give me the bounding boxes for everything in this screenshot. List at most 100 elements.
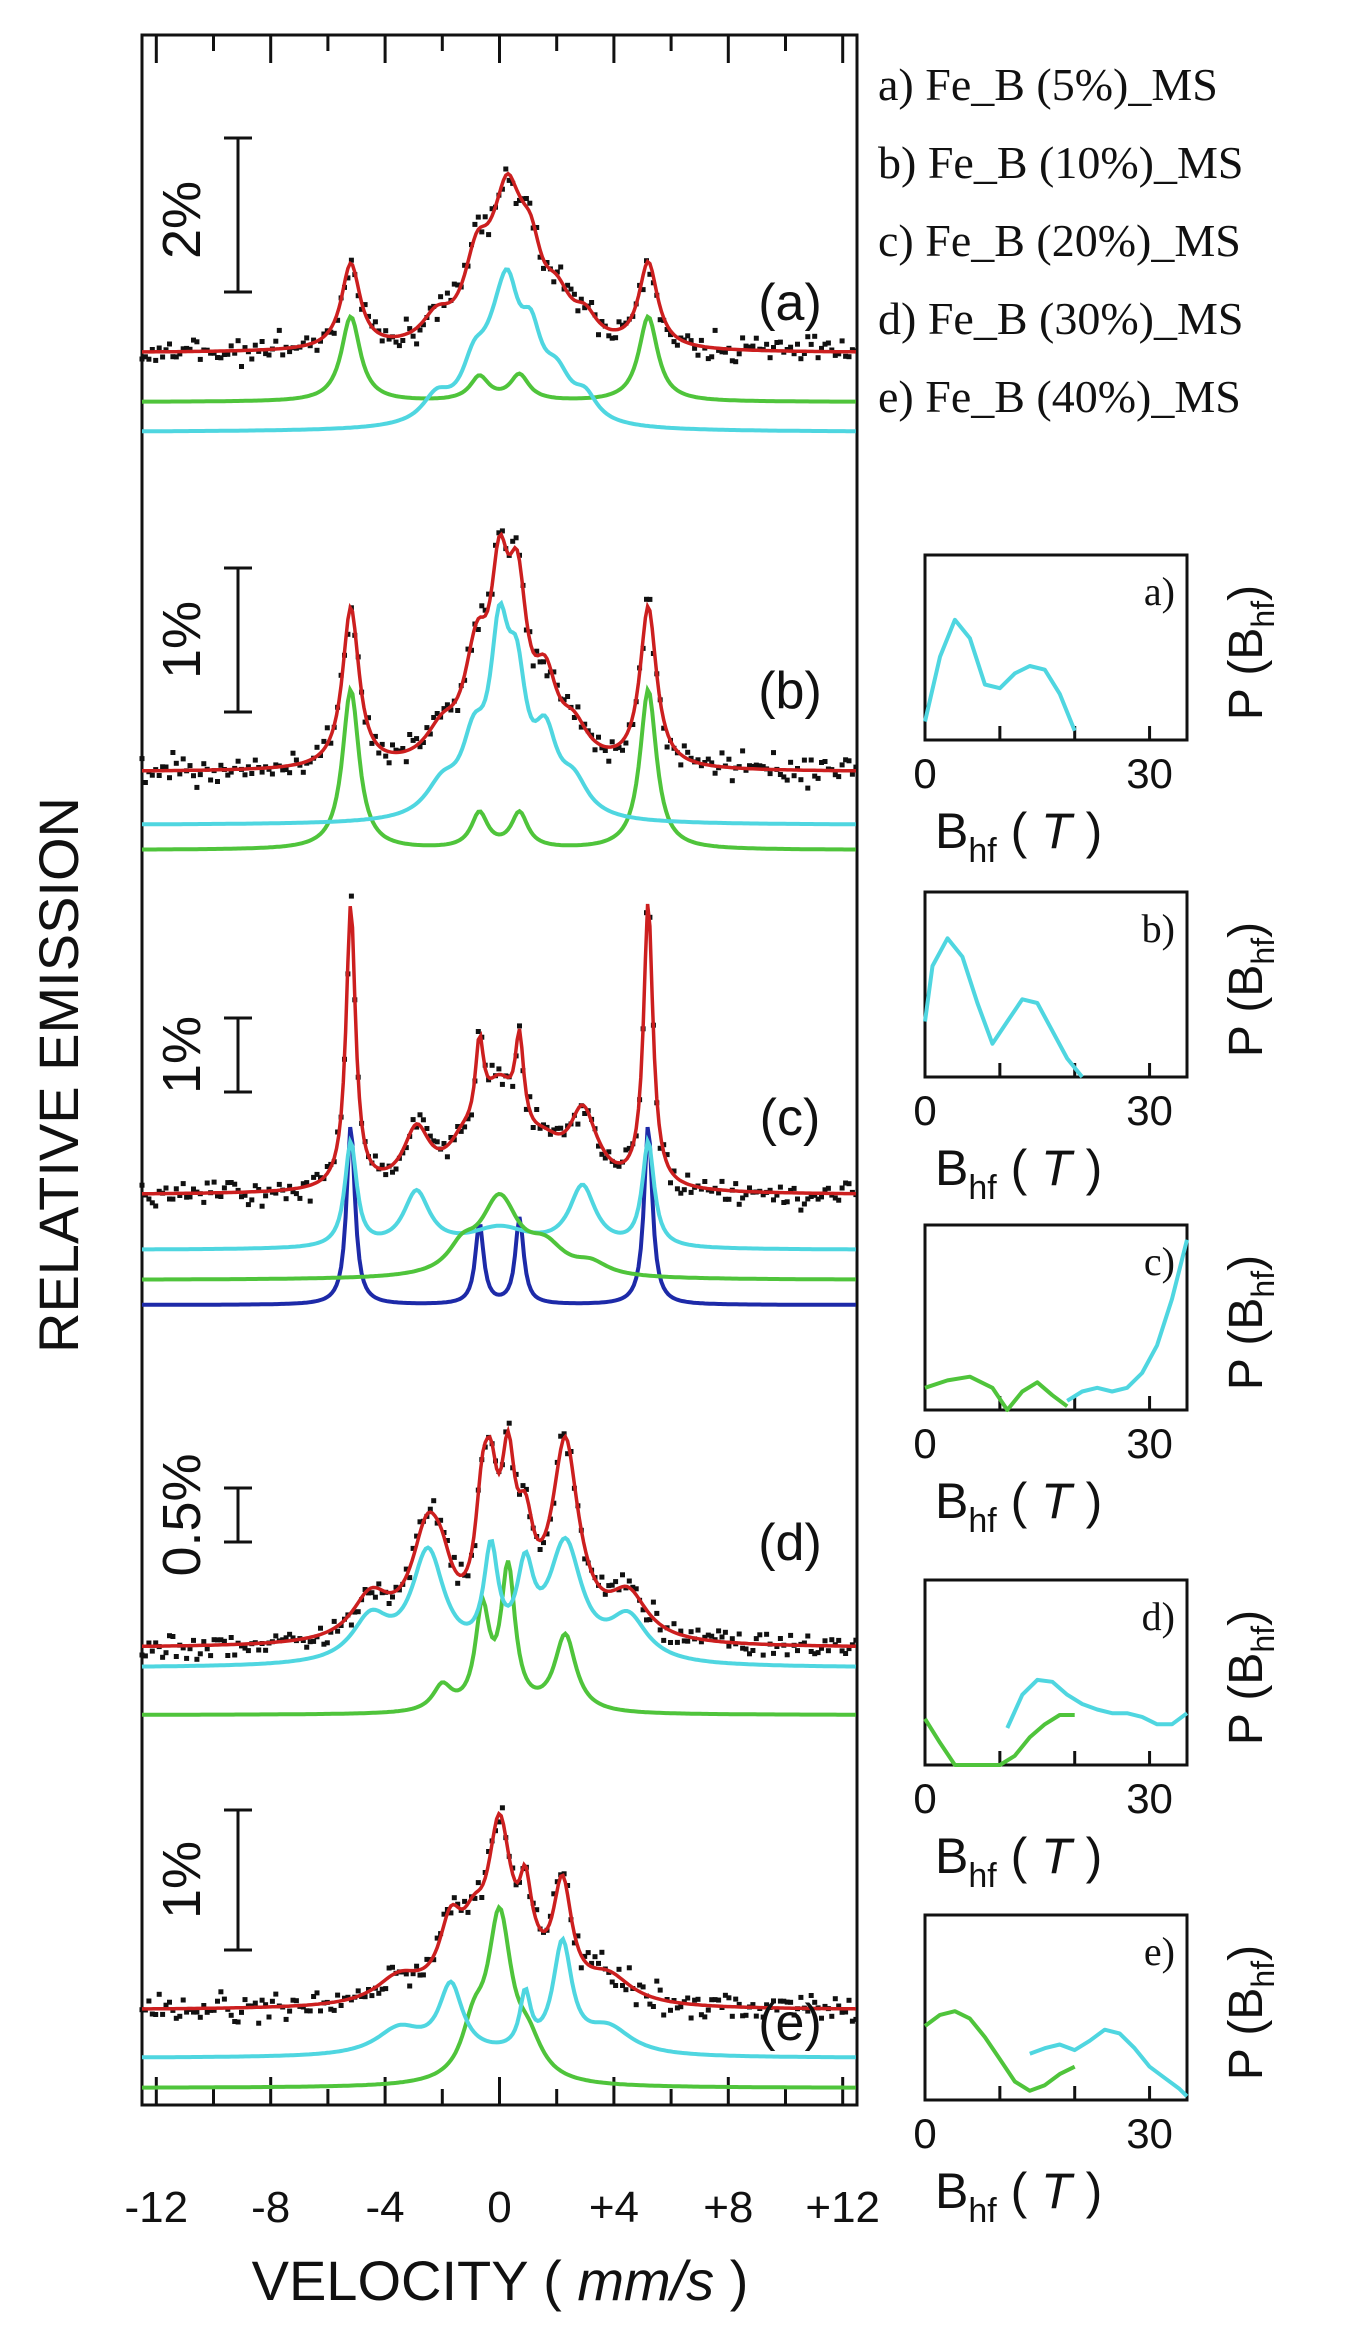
data-point — [729, 358, 735, 364]
data-point — [211, 350, 217, 356]
inset-y-label-close: ) — [1220, 1945, 1273, 1961]
data-point — [637, 1982, 643, 1988]
data-point — [685, 1995, 691, 2001]
data-point — [664, 327, 670, 332]
data-point — [232, 1652, 238, 1658]
data-point — [753, 762, 759, 768]
data-point — [819, 345, 824, 351]
data-point — [475, 214, 481, 220]
data-point — [544, 260, 550, 265]
data-point — [822, 1187, 828, 1193]
data-point — [537, 659, 543, 665]
data-point — [729, 778, 735, 784]
data-point — [410, 333, 416, 339]
data-point — [750, 343, 756, 349]
data-point — [561, 1132, 567, 1138]
data-point — [551, 279, 557, 285]
data-point — [698, 2012, 704, 2018]
data-point — [578, 296, 584, 302]
data-point — [626, 1145, 632, 1151]
data-point — [767, 1187, 773, 1193]
data-point — [173, 760, 179, 766]
data-point — [146, 1196, 152, 1202]
data-point — [438, 294, 444, 300]
data-point — [616, 745, 622, 751]
data-point — [688, 2015, 694, 2021]
data-point — [544, 1531, 550, 1537]
data-point — [259, 339, 265, 344]
data-point — [661, 725, 667, 731]
data-point — [791, 351, 797, 357]
data-point — [613, 1162, 619, 1168]
inset-x-label-main: B — [935, 803, 968, 859]
fit-curve — [142, 171, 856, 354]
data-point — [795, 1196, 800, 1202]
data-point — [417, 1519, 423, 1525]
data-point — [575, 704, 581, 710]
data-point — [146, 1640, 152, 1646]
data-point — [613, 1983, 619, 1988]
data-point — [242, 1192, 248, 1198]
component-curve — [142, 684, 856, 852]
data-point — [554, 682, 560, 688]
data-point — [300, 769, 306, 775]
data-point — [448, 707, 454, 713]
data-point — [534, 1907, 540, 1913]
data-point — [571, 1940, 577, 1946]
inset-y-label-sub: hf — [1245, 1271, 1281, 1298]
data-point — [812, 773, 818, 779]
data-point — [671, 1168, 677, 1174]
data-point — [750, 1648, 756, 1653]
data-point — [149, 772, 155, 778]
data-point — [191, 2009, 196, 2015]
data-point — [479, 229, 485, 235]
data-point — [513, 201, 519, 206]
data-point — [403, 759, 409, 765]
data-point — [232, 1181, 238, 1187]
data-point — [273, 338, 279, 344]
data-point — [843, 1180, 849, 1186]
data-point — [767, 771, 773, 777]
data-point — [544, 673, 550, 679]
data-point — [163, 347, 169, 353]
data-point — [698, 1639, 704, 1645]
data-point — [503, 1429, 509, 1435]
spectrum-panel: 1% (c) — [139, 893, 859, 1307]
data-point — [180, 1997, 186, 2003]
data-point — [499, 1805, 505, 1811]
data-point — [846, 354, 852, 360]
data-point — [729, 1636, 735, 1642]
inset-curve — [1066, 1239, 1189, 1403]
data-point — [633, 1586, 639, 1592]
data-point — [805, 1633, 811, 1639]
data-point — [722, 349, 728, 355]
data-point — [606, 758, 612, 764]
data-point — [685, 749, 691, 755]
data-point — [280, 352, 286, 358]
data-point — [709, 760, 715, 766]
data-point — [644, 1617, 649, 1623]
data-point — [812, 1999, 818, 2005]
data-point — [245, 1648, 251, 1654]
data-point — [743, 1646, 749, 1652]
data-point — [300, 340, 306, 346]
data-point — [225, 1180, 231, 1186]
inset-x-label-unit: T — [1041, 1140, 1075, 1196]
data-point — [853, 764, 859, 770]
data-point — [410, 1117, 416, 1123]
data-point — [311, 1174, 317, 1180]
data-point — [795, 341, 800, 347]
data-point — [431, 1498, 437, 1504]
data-point — [623, 1147, 629, 1153]
x-tick-label: +12 — [805, 2183, 880, 2232]
data-point — [517, 1879, 522, 1885]
data-point — [160, 764, 166, 770]
data-point — [506, 177, 512, 183]
data-point — [390, 1964, 395, 1970]
data-point — [798, 777, 804, 783]
data-point — [139, 356, 145, 362]
data-point — [657, 1987, 663, 1993]
data-point — [798, 1207, 804, 1213]
data-point — [173, 2015, 179, 2021]
